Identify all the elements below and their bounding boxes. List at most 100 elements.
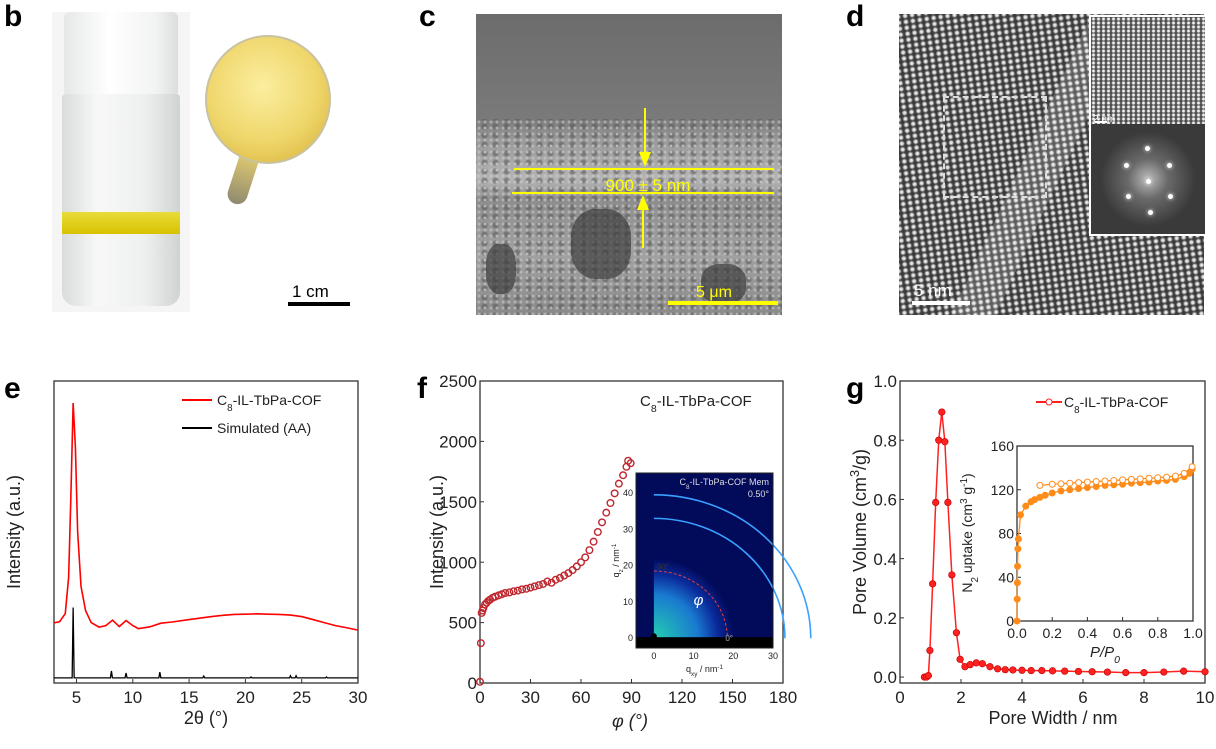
inset-x-tick-label: 10 (689, 651, 699, 661)
legend-label-cof: C8-IL-TbPa-COF (217, 392, 321, 414)
data-point (526, 583, 535, 592)
x-tick-label: 4 (1017, 688, 1026, 707)
adsorption-point (1013, 595, 1021, 603)
data-point (972, 659, 980, 667)
adsorption-point (1013, 617, 1021, 625)
data-point (1160, 668, 1168, 676)
adsorption-point (1048, 489, 1056, 497)
desorption-point (1036, 481, 1044, 489)
data-point (1103, 668, 1111, 676)
x-tick-label: 10 (1196, 688, 1215, 707)
x-tick-label: 6 (1078, 688, 1087, 707)
data-point (610, 489, 619, 498)
adsorption-point (1075, 485, 1083, 493)
data-point (1180, 667, 1188, 675)
legend-label: C8-IL-TbPa-COF (1064, 394, 1168, 416)
data-point (1009, 666, 1017, 674)
inset-title: C8-IL-TbPa-COF Mem (679, 477, 769, 491)
data-point (577, 558, 586, 567)
data-point (589, 537, 598, 546)
label-part: -IL-TbPa-COF Mem (689, 477, 769, 487)
adsorption-point (1022, 502, 1030, 510)
data-point (555, 573, 564, 582)
inset-frame-f (635, 472, 774, 649)
adsorption-point (1066, 486, 1074, 494)
y-tick-label: 0.0 (873, 668, 897, 687)
y-axis-label: Intensity (a.u.) (4, 475, 24, 589)
tem-inset: 2 nm (1089, 15, 1207, 236)
scale-bar-inset (1095, 121, 1107, 123)
inset-angle: 0.50° (748, 489, 770, 499)
data-point (539, 579, 548, 588)
y-tick-label: 40 (998, 569, 1014, 585)
label-part: z (618, 569, 625, 572)
label-part: 8 (686, 484, 690, 491)
thickness-label: 900 ± 5 nm (606, 176, 691, 195)
scale-bar-label-d: 5 nm (914, 281, 952, 300)
data-point (938, 408, 946, 416)
desorption-point (1119, 476, 1127, 484)
data-point (948, 571, 956, 579)
x-tick-label: 30 (521, 688, 540, 707)
label-part: / nm (611, 549, 621, 569)
inset-x-tick-label: 0 (651, 651, 656, 661)
desorption-point (1066, 479, 1074, 487)
label-part: Pore Volume (cm (850, 477, 870, 615)
y-tick-label: 160 (991, 438, 1015, 454)
inset-frame-g (1016, 445, 1194, 622)
data-point (551, 575, 560, 584)
legend-marker (1045, 398, 1053, 406)
desorption-point (1092, 478, 1100, 486)
data-point (543, 577, 552, 586)
y-tick-label: 500 (449, 614, 477, 633)
inset-y-axis-label: N2 uptake (cm3 g-1) (959, 473, 981, 592)
inset-x-tick-label: 20 (728, 651, 738, 661)
y-tick-label: 80 (998, 526, 1014, 542)
inset-y-tick-label: 30 (623, 524, 633, 534)
desorption-point (1127, 475, 1135, 483)
x-tick-label: 1.0 (1183, 625, 1203, 641)
label-part: q (686, 664, 691, 674)
inset-y-tick-label: 40 (623, 488, 633, 498)
data-point (944, 498, 952, 506)
label-part: -IL-TbPa-COF (657, 393, 752, 410)
sem-pore (701, 264, 746, 304)
label-part: xy (691, 671, 698, 678)
y-tick-label: 0.6 (873, 491, 897, 510)
data-point (1140, 669, 1148, 677)
desorption-point (1101, 477, 1109, 485)
desorption-point (1075, 479, 1083, 487)
data-point (924, 671, 932, 680)
data-point (1018, 666, 1026, 674)
series-line-cof (53, 403, 359, 631)
adsorption-point (1014, 562, 1022, 570)
fft-spot (1167, 163, 1172, 168)
diffraction-ring (653, 493, 812, 639)
plot-frame-e (53, 380, 359, 684)
x-tick-label: 60 (572, 688, 591, 707)
panel-label-f: f (417, 372, 427, 405)
label-part: -1 (611, 543, 618, 549)
data-point (986, 663, 994, 671)
inset-x-tick-label: 30 (768, 651, 778, 661)
membrane-photo (205, 35, 331, 164)
desorption-point (1188, 463, 1196, 471)
data-point (1122, 669, 1130, 677)
inset-hrtem (1091, 17, 1205, 124)
data-point (1061, 667, 1069, 675)
y-tick-label: 120 (991, 482, 1015, 498)
label-part: N (959, 583, 975, 593)
marker-90: 90° (657, 563, 669, 572)
label-part: C (1064, 394, 1074, 410)
y-tick-label: 2500 (439, 372, 477, 391)
x-axis-label: 2θ (°) (184, 708, 228, 728)
x-tick-label: 0.8 (1148, 625, 1168, 641)
y-tick-label: 1.0 (873, 372, 897, 391)
sem-image (476, 14, 782, 315)
label-part: g (959, 487, 975, 499)
annotation-label: C8-IL-TbPa-COF (640, 393, 752, 415)
y-tick-label: 2000 (439, 433, 477, 452)
sem-annotations: 900 ± 5 nm 5 μm (512, 108, 778, 305)
fft-spot (1146, 179, 1151, 184)
